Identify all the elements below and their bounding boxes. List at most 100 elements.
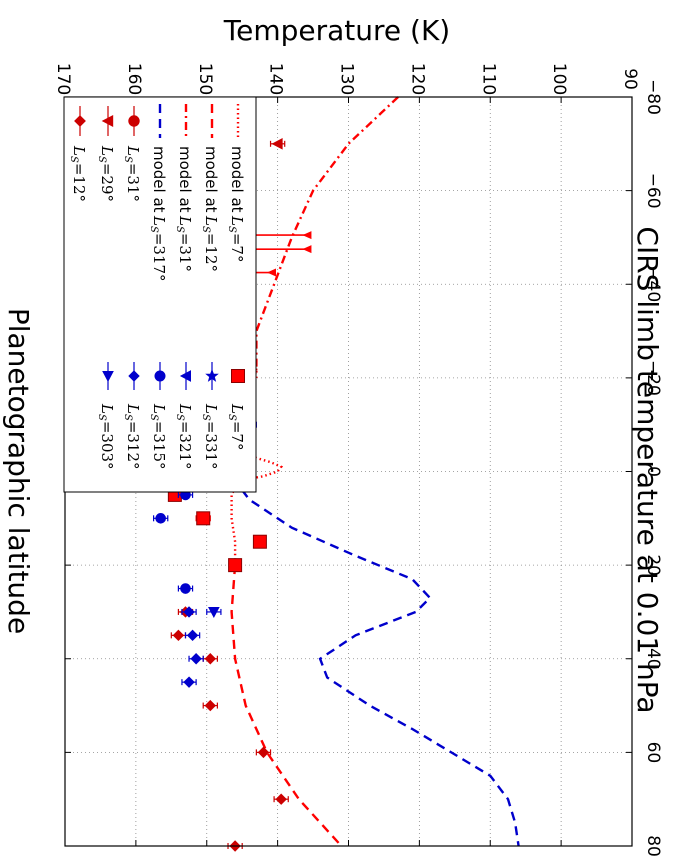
- data-point-1-2: [204, 653, 217, 665]
- temp-tick-label: 150: [195, 63, 215, 95]
- legend-label: model at: [202, 146, 220, 213]
- arrow-head-0: [302, 231, 312, 240]
- legend-bottom-marker-2: [74, 115, 86, 127]
- legend-right-ls-4: LS=312°: [122, 403, 142, 470]
- legend-marker-5-shape: [102, 371, 114, 383]
- legend-entry-3: model at LS=317°: [148, 146, 168, 282]
- legend-bottom-ls-2: LS=12°: [68, 145, 88, 202]
- temp-tick-label: 130: [337, 63, 357, 95]
- model-curve-1: [230, 565, 343, 847]
- data-point-8-2: [208, 606, 220, 619]
- legend-ls-wrap: LS=317°: [148, 215, 168, 282]
- legend-ls-wrap: LS=7°: [226, 215, 246, 262]
- legend-ls-3: LS=317°: [148, 215, 168, 282]
- legend-bottom-ls-0: LS=31°: [122, 145, 142, 202]
- data-point-7-1: [183, 606, 195, 618]
- y-axis-title: Temperature (K): [223, 14, 450, 47]
- legend-right-entry-2: LS=321°: [174, 403, 194, 470]
- legend-entry-1: model at LS=12°: [200, 146, 220, 272]
- legend-marker-0: [231, 369, 245, 383]
- legend-marker-1: [205, 368, 219, 382]
- legend-ls-0: LS=7°: [226, 215, 246, 262]
- temp-tick-label: 160: [124, 63, 144, 95]
- data-point-6-7-shape: [180, 583, 191, 594]
- data-point-1-3-shape: [204, 699, 217, 712]
- legend-right-ls-0: LS=7°: [226, 403, 246, 450]
- legend-bottom-marker-2-shape: [74, 115, 86, 127]
- data-point-1-1: [172, 629, 185, 642]
- temp-tick-label: 170: [53, 63, 73, 95]
- legend-marker-2-shape: [179, 370, 191, 382]
- temp-tick-label: 120: [407, 63, 427, 95]
- legend-right-entry-0: LS=7°: [226, 403, 246, 450]
- legend-entry-0: model at LS=7°: [226, 146, 246, 262]
- data-point-7-2-shape: [186, 629, 199, 642]
- legend-bottom-marker-0-shape: [128, 115, 140, 127]
- legend-marker-1-shape: [205, 368, 219, 382]
- data-point-0-8: [228, 558, 243, 573]
- legend-right-ls-1: LS=331°: [200, 403, 220, 470]
- legend-marker-5: [102, 371, 114, 383]
- legend-ls-2: LS=31°: [174, 215, 194, 272]
- legend-right-ls-5: LS=303°: [96, 403, 116, 470]
- legend-bottom-entry-2: LS=12°: [68, 145, 88, 202]
- data-point-1-2-shape: [204, 653, 217, 665]
- model-curve-3: [163, 96, 520, 847]
- data-point-0-8-shape: [228, 558, 243, 573]
- data-point-1-3: [204, 699, 217, 712]
- lat-tick-label: −40: [643, 266, 663, 302]
- legend-ls-wrap: LS=12°: [200, 215, 220, 272]
- legend-right-entry-4: LS=312°: [122, 403, 142, 470]
- temp-tick-label: 100: [549, 63, 569, 95]
- legend-right-entry-1: LS=331°: [200, 403, 220, 470]
- chart-title: CIRS limb temperature at 0.01 hPa: [631, 226, 664, 713]
- legend-marker-4-shape: [128, 370, 140, 382]
- temp-tick-label: 110: [478, 63, 498, 95]
- data-point-1-1-shape: [172, 629, 185, 642]
- data-point-0-6-shape: [196, 511, 211, 526]
- data-point-2-0: [271, 137, 283, 150]
- data-point-8-2-shape: [208, 606, 220, 619]
- data-point-6-6-shape: [155, 513, 166, 524]
- x-axis-title: Planetographic latitude: [2, 308, 35, 634]
- data-point-7-1-shape: [183, 606, 195, 618]
- data-point-7-4-shape: [183, 676, 195, 688]
- data-point-2-0-shape: [271, 137, 283, 150]
- data-point-7-4: [183, 676, 195, 688]
- legend-bottom-marker-1-shape: [101, 114, 114, 128]
- legend-bottom-ls-1: LS=29°: [96, 145, 116, 202]
- lat-tick-label: 0: [643, 466, 663, 477]
- legend-marker-2: [179, 370, 191, 382]
- lat-tick-label: 40: [643, 648, 663, 670]
- legend-ls-1: LS=12°: [200, 215, 220, 272]
- data-point-7-2: [186, 629, 199, 642]
- arrow-head-2: [266, 268, 276, 277]
- legend-bottom-marker-0: [128, 115, 140, 127]
- data-point-7-3: [190, 653, 202, 665]
- data-point-1-4: [257, 746, 270, 759]
- data-point-1-5: [275, 793, 287, 805]
- lat-tick-label: 80: [643, 835, 663, 857]
- legend-marker-4: [128, 370, 140, 382]
- legend-entry-2: model at LS=31°: [174, 146, 194, 272]
- lat-tick-label: −80: [643, 79, 663, 115]
- data-point-0-7: [252, 534, 267, 549]
- legend-right-entry-5: LS=303°: [96, 403, 116, 470]
- lat-tick-label: −20: [643, 360, 663, 396]
- lat-tick-label: 20: [643, 554, 663, 576]
- legend-bottom-entry-0: LS=31°: [122, 145, 142, 202]
- data-point-1-4-shape: [257, 746, 270, 759]
- data-point-1-5-shape: [275, 793, 287, 805]
- legend-label: model at: [176, 146, 194, 213]
- data-point-0-6: [196, 511, 211, 526]
- legend-label: model at: [150, 146, 168, 213]
- legend-marker-0-shape: [231, 369, 245, 383]
- legend-marker-3-shape: [154, 370, 166, 382]
- legend-bottom-entry-1: LS=29°: [96, 145, 116, 202]
- legend-ls-wrap: LS=31°: [174, 215, 194, 272]
- data-point-6-6: [155, 513, 166, 524]
- legend-right-ls-3: LS=315°: [148, 403, 168, 470]
- lat-tick-label: 60: [643, 742, 663, 764]
- data-point-6-7: [180, 583, 191, 594]
